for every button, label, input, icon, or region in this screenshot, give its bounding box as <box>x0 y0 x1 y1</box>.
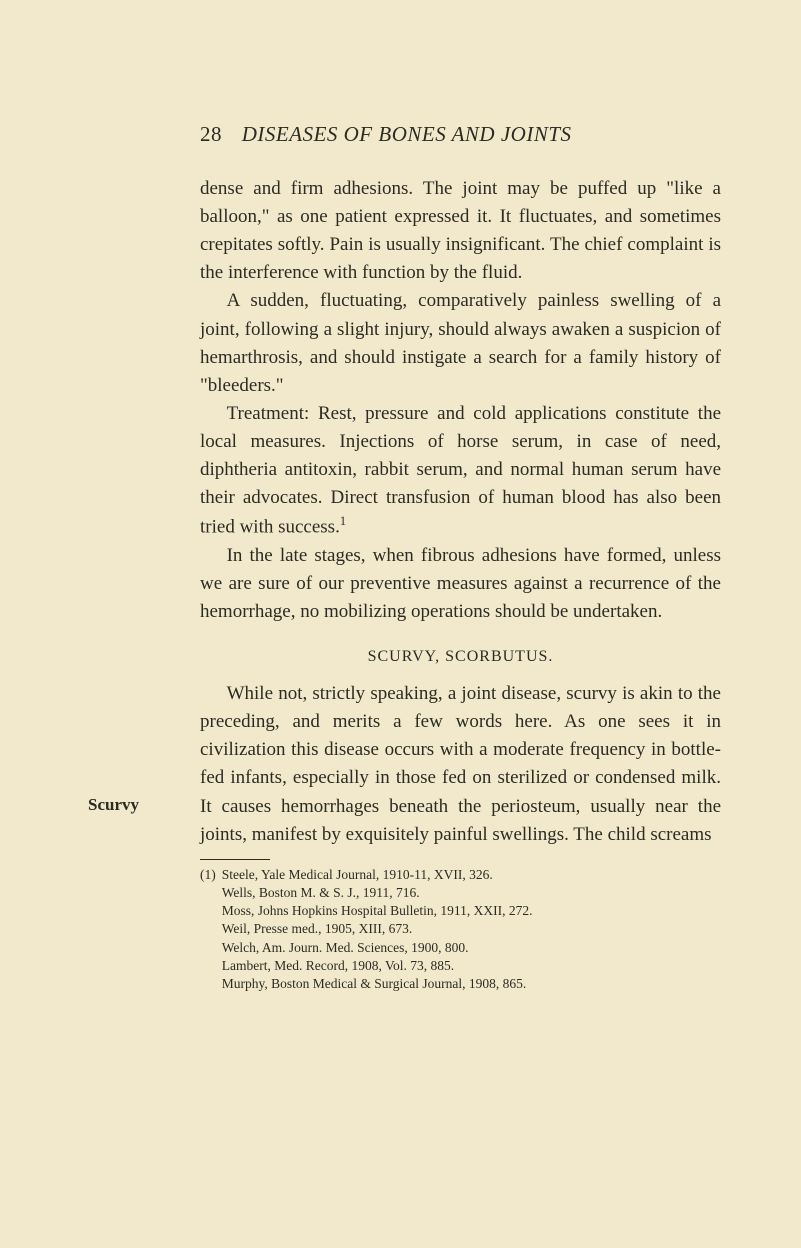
footnote-line: Welch, Am. Journ. Med. Sciences, 1900, 8… <box>222 940 469 955</box>
body-text: dense and firm adhesions. The joint may … <box>200 175 721 993</box>
margin-note-scurvy: Scurvy <box>88 795 188 815</box>
footnote-block: (1) Steele, Yale Medical Journal, 1910-11… <box>200 866 721 994</box>
page-number: 28 <box>200 122 222 146</box>
paragraph: Treatment: Rest, pressure and cold appli… <box>200 400 721 542</box>
footnote-line: Wells, Boston M. & S. J., 1911, 716. <box>222 885 420 900</box>
paragraph: A sudden, fluctuating, comparatively pai… <box>200 287 721 399</box>
footnote-line: Murphy, Boston Medical & Surgical Journa… <box>222 976 526 991</box>
footnote-line: Moss, Johns Hopkins Hospital Bulletin, 1… <box>222 903 533 918</box>
footnote-marker: (1) <box>200 867 216 882</box>
footnote-line: Steele, Yale Medical Journal, 1910-11, X… <box>222 867 493 882</box>
section-heading: SCURVY, SCORBUTUS. <box>200 648 721 666</box>
footnote-line: Lambert, Med. Record, 1908, Vol. 73, 885… <box>222 958 454 973</box>
footnote-rule <box>200 859 270 860</box>
paragraph: dense and firm adhesions. The joint may … <box>200 175 721 287</box>
paragraph-text: Treatment: Rest, pressure and cold appli… <box>200 403 721 538</box>
running-title: DISEASES OF BONES AND JOINTS <box>242 122 572 146</box>
footnote-ref: 1 <box>340 514 346 528</box>
footnote-line: Weil, Presse med., 1905, XIII, 673. <box>222 921 413 936</box>
page: 28 DISEASES OF BONES AND JOINTS dense an… <box>0 0 801 1248</box>
running-head: 28 DISEASES OF BONES AND JOINTS <box>200 122 721 147</box>
paragraph: While not, strictly speaking, a joint di… <box>200 680 721 849</box>
paragraph: In the late stages, when fibrous adhesio… <box>200 542 721 626</box>
